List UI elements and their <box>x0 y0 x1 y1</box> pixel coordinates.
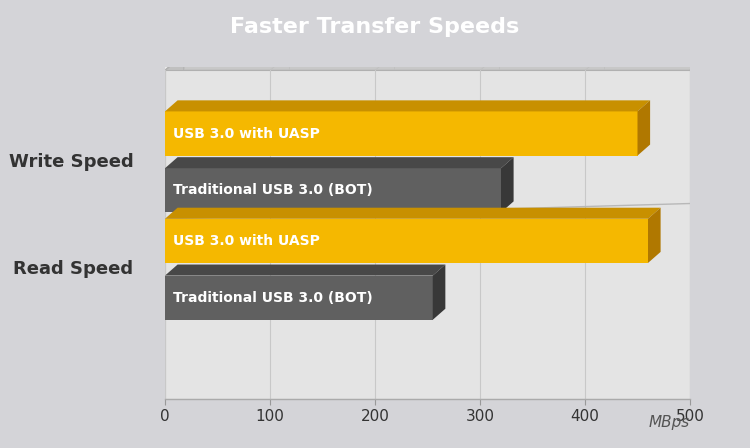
Polygon shape <box>165 55 184 399</box>
Polygon shape <box>165 208 661 219</box>
Polygon shape <box>165 100 650 112</box>
Polygon shape <box>165 157 514 168</box>
Text: USB 3.0 with UASP: USB 3.0 with UASP <box>173 126 320 141</box>
Polygon shape <box>501 157 514 212</box>
Text: Faster Transfer Speeds: Faster Transfer Speeds <box>230 17 520 37</box>
Text: Read Speed: Read Speed <box>13 260 134 278</box>
Bar <box>165 219 648 263</box>
Text: Traditional USB 3.0 (BOT): Traditional USB 3.0 (BOT) <box>173 291 374 305</box>
Polygon shape <box>638 100 650 155</box>
Text: MBps: MBps <box>649 414 690 430</box>
Polygon shape <box>648 208 661 263</box>
Bar <box>165 168 501 212</box>
Bar <box>165 112 638 155</box>
Text: Write Speed: Write Speed <box>9 153 134 171</box>
Bar <box>165 276 433 320</box>
Text: USB 3.0 with UASP: USB 3.0 with UASP <box>173 234 320 248</box>
Polygon shape <box>165 55 709 70</box>
Polygon shape <box>184 55 709 383</box>
Polygon shape <box>433 264 445 320</box>
Polygon shape <box>165 264 446 276</box>
Text: Traditional USB 3.0 (BOT): Traditional USB 3.0 (BOT) <box>173 183 374 197</box>
